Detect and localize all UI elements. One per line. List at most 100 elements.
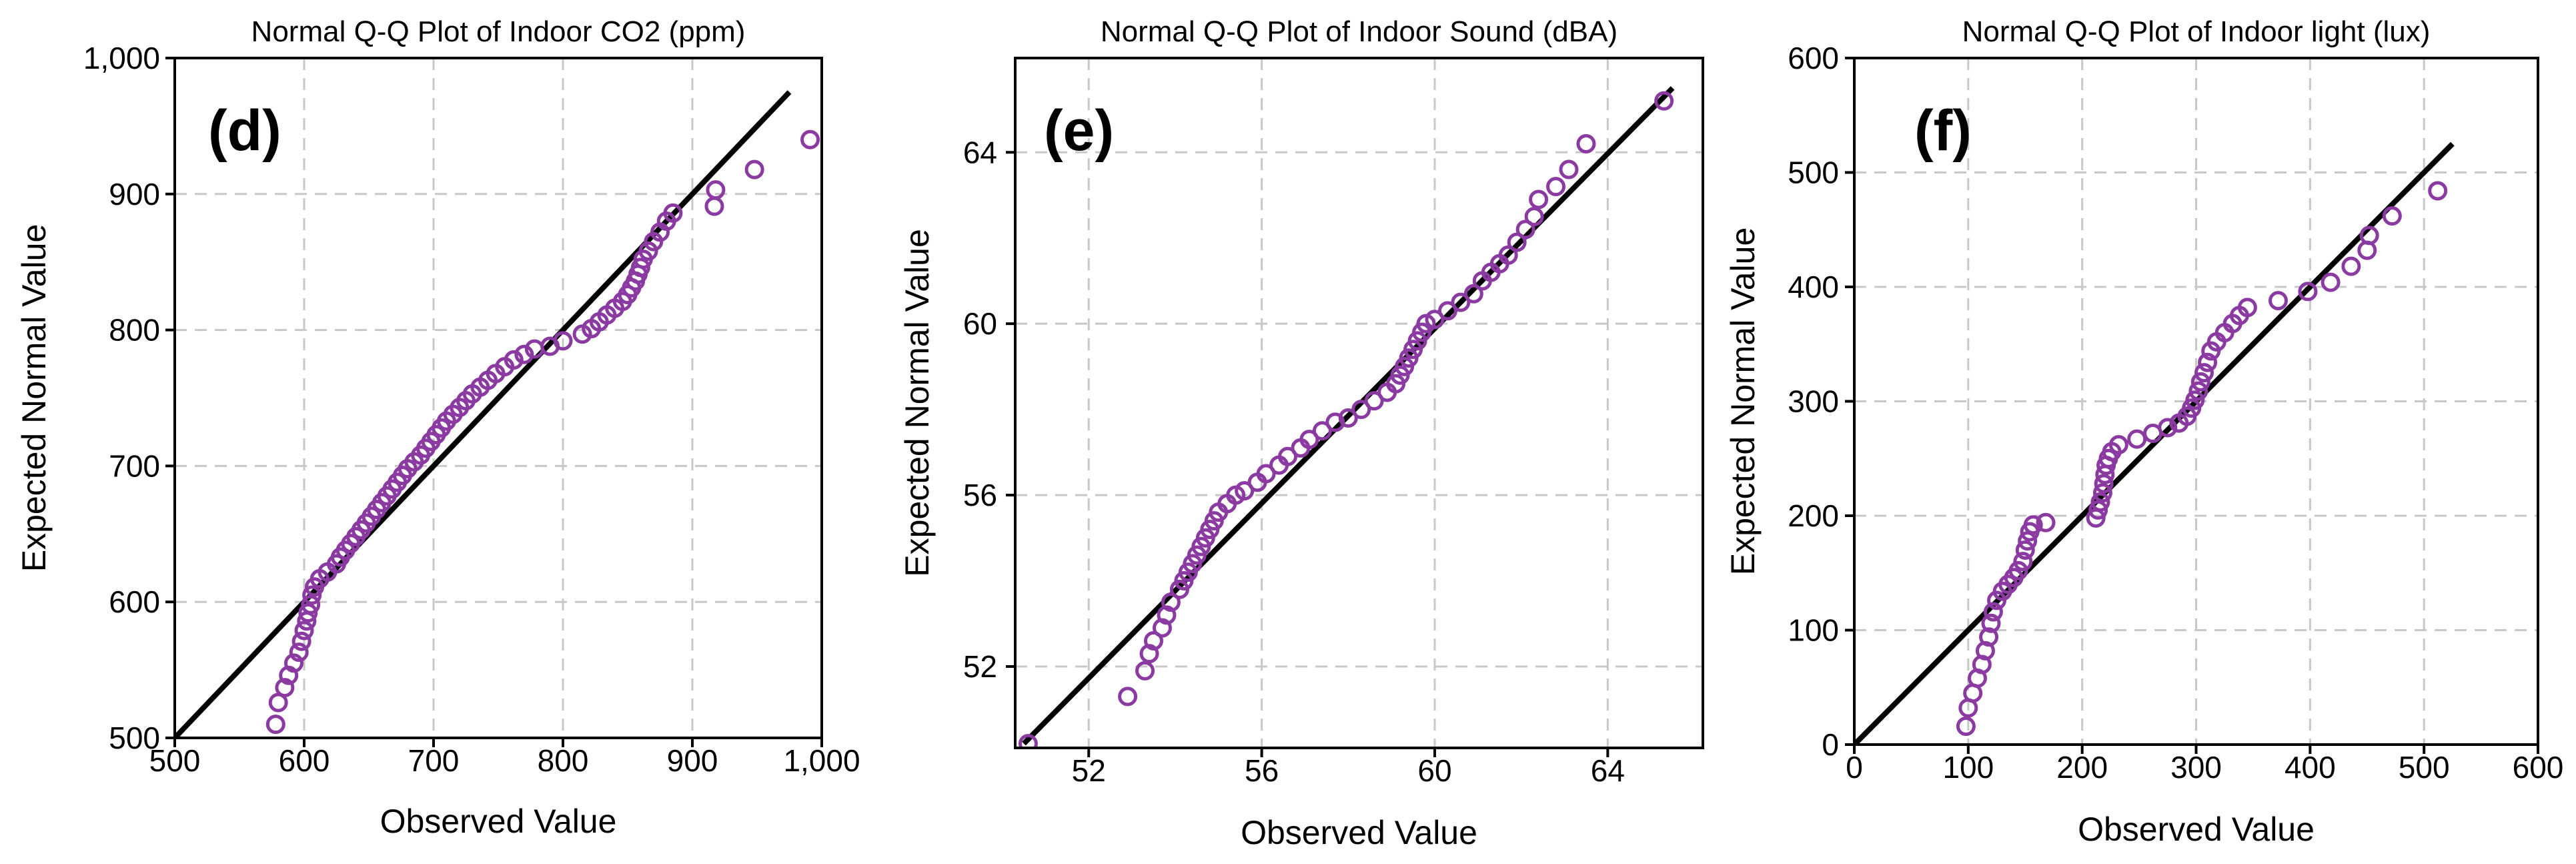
plot-frame xyxy=(173,57,823,739)
y-tick-label: 500 xyxy=(1788,155,1839,190)
data-point xyxy=(302,585,322,605)
y-tick-label: 1,000 xyxy=(83,41,160,75)
data-point xyxy=(663,203,683,223)
data-point xyxy=(2194,363,2214,383)
x-tick-label: 600 xyxy=(279,743,330,778)
data-point xyxy=(2158,418,2178,438)
y-axis-label: Expected Normal Value xyxy=(898,229,936,577)
chart-panel-1: 500 600 700 800 900 1,000 500 600 700 800 900 1,000… xyxy=(15,15,860,840)
y-tick-label: 700 xyxy=(109,448,160,483)
data-point xyxy=(291,631,311,651)
y-tick-label: 900 xyxy=(109,177,160,211)
y-tick-label: 52 xyxy=(963,649,997,684)
x-tick-label: 1,000 xyxy=(783,743,860,778)
data-point xyxy=(2023,515,2043,535)
reference-line xyxy=(175,90,792,738)
data-point xyxy=(1437,301,1457,321)
y-tick-label: 300 xyxy=(1788,384,1839,419)
chart-title: Normal Q-Q Plot of Indoor CO2 (ppm) xyxy=(251,15,746,48)
y-axis-label: Expected Normal Value xyxy=(1724,228,1762,576)
data-point xyxy=(504,350,524,370)
data-point xyxy=(2127,429,2147,449)
y-axis-label: Expected Normal Value xyxy=(15,224,53,572)
data-point xyxy=(2094,474,2114,494)
x-axis-label: Observed Value xyxy=(380,803,617,840)
data-point xyxy=(2088,500,2108,520)
data-point xyxy=(2341,256,2361,276)
data-point xyxy=(283,653,303,673)
x-tick-label: 100 xyxy=(1942,750,1994,785)
panel-label: (e) xyxy=(1044,99,1114,163)
data-point xyxy=(2190,372,2210,392)
x-tick-label: 200 xyxy=(2056,750,2108,785)
data-point xyxy=(744,159,764,179)
data-point xyxy=(265,715,285,735)
data-point xyxy=(2008,560,2028,580)
data-point xyxy=(704,196,724,216)
data-point xyxy=(2198,352,2218,372)
x-tick-label: 52 xyxy=(1072,753,1106,788)
x-tick-label: 60 xyxy=(1417,753,1451,788)
data-point xyxy=(1143,630,1163,651)
data-point xyxy=(1338,408,1358,428)
x-tick-label: 700 xyxy=(408,743,460,778)
data-point xyxy=(2108,435,2128,455)
y-tick-label: 400 xyxy=(1788,270,1839,304)
data-point xyxy=(1235,481,1255,501)
data-point xyxy=(275,678,295,698)
data-point xyxy=(2185,390,2205,410)
data-point xyxy=(2015,540,2035,560)
data-point xyxy=(1451,292,1471,312)
x-tick-label: 0 xyxy=(1846,750,1863,785)
data-point xyxy=(1529,189,1549,209)
data-point xyxy=(1981,613,2001,633)
x-tick-label: 500 xyxy=(149,743,201,778)
data-point xyxy=(2382,206,2402,226)
y-tick-label: 200 xyxy=(1788,498,1839,533)
data-point xyxy=(706,180,726,200)
y-tick-label: 800 xyxy=(109,313,160,348)
data-point xyxy=(1498,245,1518,265)
data-point xyxy=(2237,298,2257,318)
data-point xyxy=(1515,220,1535,240)
panel-label: (f) xyxy=(1914,99,1972,163)
data-point xyxy=(289,642,309,663)
chart-panel-2: 52 56 60 64 52 56 60 64 Normal Q-Q Plot of Indoo… xyxy=(898,15,1704,851)
data-point xyxy=(1654,91,1674,111)
data-point xyxy=(1256,464,1276,484)
y-tick-label: 60 xyxy=(963,306,997,341)
data-point xyxy=(1546,177,1566,197)
data-point xyxy=(1364,391,1384,411)
panel-label: (d) xyxy=(208,99,281,163)
data-point xyxy=(2359,226,2379,246)
data-point xyxy=(1312,421,1332,441)
x-tick-label: 56 xyxy=(1245,753,1279,788)
y-tick-label: 0 xyxy=(1822,727,1839,762)
data-point xyxy=(1507,232,1527,252)
chart-title: Normal Q-Q Plot of Indoor light (lux) xyxy=(1962,15,2431,48)
data-point xyxy=(2321,272,2341,292)
data-point xyxy=(1463,284,1483,304)
data-point xyxy=(1559,159,1579,179)
data-point xyxy=(1425,310,1445,330)
data-point xyxy=(1979,627,1999,647)
x-tick-label: 900 xyxy=(667,743,718,778)
data-point xyxy=(1278,446,1298,466)
data-point xyxy=(1351,400,1371,420)
x-axis-label: Observed Value xyxy=(2078,811,2315,848)
data-point xyxy=(1983,602,2003,622)
data-point xyxy=(1118,687,1138,707)
y-tick-label: 600 xyxy=(109,584,160,619)
y-tick-label: 500 xyxy=(109,721,160,755)
data-point xyxy=(553,331,573,351)
reference-line xyxy=(1854,141,2455,745)
data-point xyxy=(2018,531,2038,551)
data-point xyxy=(800,129,820,149)
data-point xyxy=(1299,430,1319,450)
data-point xyxy=(2188,381,2208,401)
x-tick-label: 400 xyxy=(2285,750,2336,785)
x-tick-label: 800 xyxy=(538,743,589,778)
data-point xyxy=(1018,734,1038,748)
x-tick-label: 500 xyxy=(2399,750,2450,785)
